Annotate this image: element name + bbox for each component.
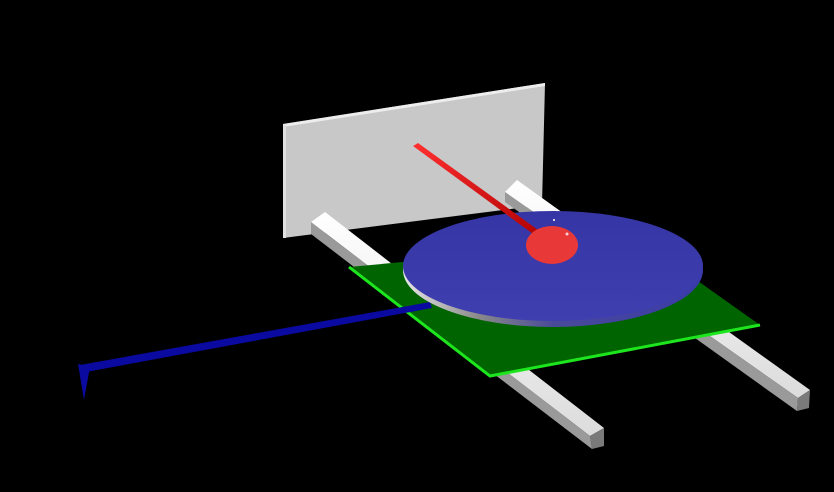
blue-disc <box>403 211 703 327</box>
backboard-panel <box>283 83 545 238</box>
red-rod <box>413 143 545 239</box>
blue-axis-line <box>78 302 432 400</box>
red-ball <box>526 219 578 264</box>
